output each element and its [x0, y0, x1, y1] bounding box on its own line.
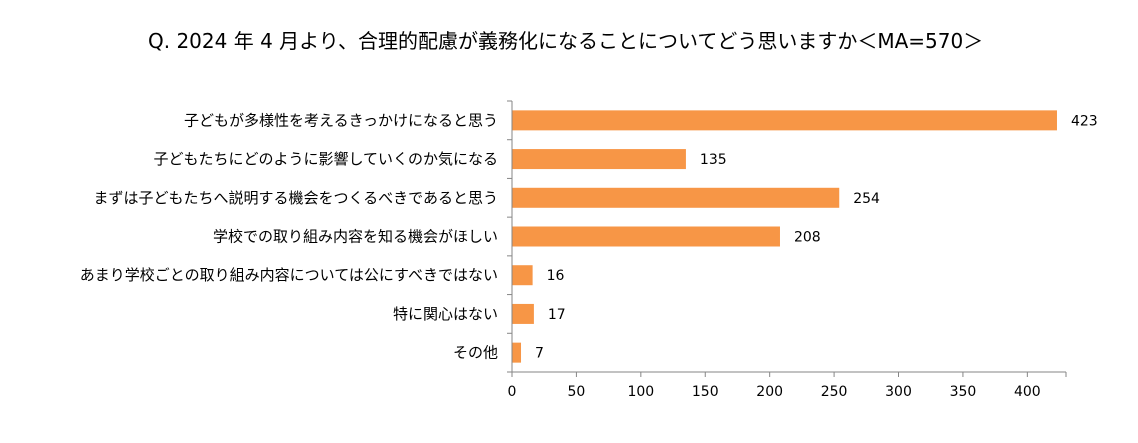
bar-5 [512, 303, 534, 324]
value-label-0: 423 [1071, 113, 1098, 129]
x-tick-label-8: 400 [1014, 384, 1041, 400]
value-label-3: 208 [794, 230, 821, 246]
category-label-3: 学校での取り組み内容を知る機会がほしい [213, 228, 498, 246]
bar-2 [512, 187, 840, 208]
bar-1 [512, 149, 686, 170]
value-label-2: 254 [853, 191, 880, 207]
bar-0 [512, 110, 1057, 131]
x-tick-label-3: 150 [692, 384, 719, 400]
bar-3 [512, 226, 780, 247]
value-label-4: 16 [547, 268, 565, 284]
value-labels: 423 135 254 208 16 17 7 [535, 113, 1098, 361]
category-label-1: 子どもたちにどのように影響していくのか気になる [153, 150, 498, 168]
value-label-1: 135 [700, 152, 727, 168]
chart-title: Q. 2024 年 4 月より、合理的配慮が義務化になることについてどう思います… [148, 29, 983, 53]
category-labels: 子どもが多様性を考えるきっかけになると思う子どもたちにどのように影響していくのか… [80, 111, 498, 361]
x-tick-label-5: 250 [821, 384, 848, 400]
x-tick-label-6: 300 [885, 384, 912, 400]
axes: 0 50 100 150 200 250 300 350 400 [507, 100, 1067, 400]
category-label-4: あまり学校ごとの取り組み内容については公にすべきではない [80, 266, 498, 284]
category-label-6: その他 [453, 344, 498, 362]
x-tick-label-2: 100 [627, 384, 654, 400]
category-label-2: まずは子どもたちへ説明する機会をつくるべきであると思う [93, 189, 498, 207]
bar-4 [512, 265, 533, 286]
value-label-6: 7 [535, 346, 544, 362]
value-label-5: 17 [548, 307, 566, 323]
bars-group [512, 110, 1057, 363]
bar-6 [512, 342, 522, 363]
category-label-5: 特に関心はない [393, 305, 498, 323]
x-tick-label-7: 350 [950, 384, 977, 400]
x-tick-label-0: 0 [508, 384, 517, 400]
x-tick-label-1: 50 [568, 384, 586, 400]
category-label-0: 子どもが多様性を考えるきっかけになると思う [184, 111, 498, 129]
x-tick-label-4: 200 [756, 384, 783, 400]
